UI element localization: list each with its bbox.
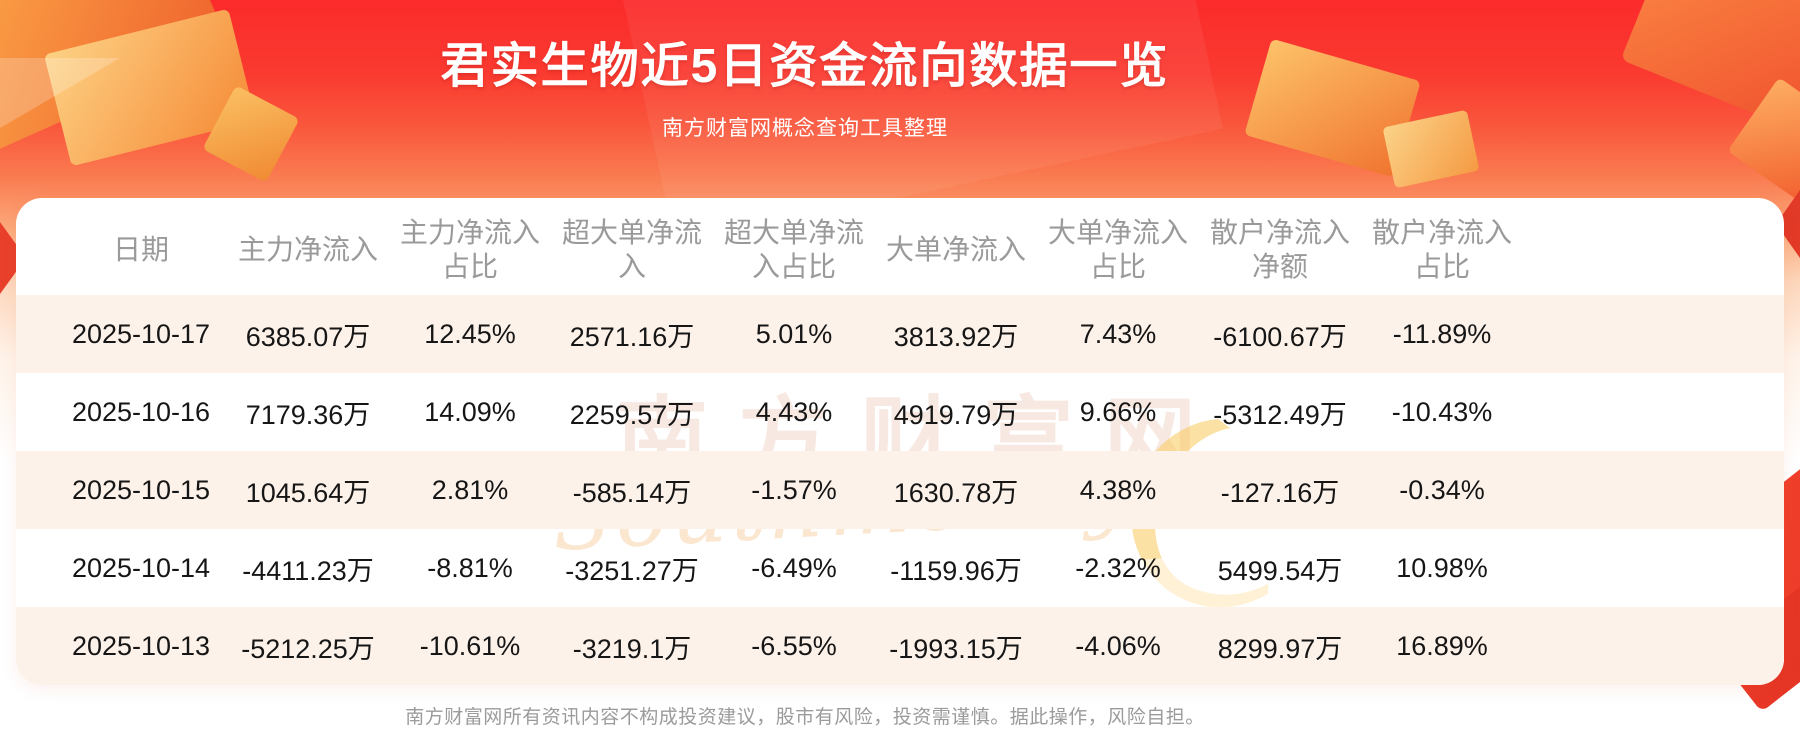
date-cell: 2025-10-14 [71,552,211,583]
table-cell: 3813.92万 [893,321,1019,352]
table-cell: 7.43% [1079,318,1157,349]
column-header: 散户净流入 占比 [1361,216,1523,284]
table-cell: 8299.97万 [1217,633,1343,664]
table-cell: -3219.1万 [572,633,692,664]
table-cell: 2571.16万 [569,321,695,352]
table-cell: -1159.96万 [890,555,1022,586]
table-cell: -0.34% [1399,474,1485,505]
table-cell: 5499.54万 [1217,555,1343,586]
column-header-line: 大单净流入 [1047,216,1188,248]
table-row: 2025-10-16 7179.36万 14.09% 2259.57万 4.43% 491… [16,373,1784,451]
column-header-line: 散户净流入 [1209,216,1350,248]
table-cell: 9.66% [1079,396,1157,427]
table-cell: -10.61% [419,630,521,661]
column-header: 超大单净流 入占比 [713,216,875,284]
table-cell: -127.16万 [1220,477,1340,508]
column-header-line: 主力净流入 [399,216,540,248]
column-header-line: 净额 [1251,250,1308,282]
footer-disclaimer: 南方财富网所有资讯内容不构成投资建议，股市有风险，投资需谨慎。据此操作，风险自担… [405,707,1205,728]
table-cell: -5312.49万 [1213,399,1347,430]
column-header: 日期 [55,233,227,267]
table-cell: -1.57% [751,474,837,505]
table-cell: 4.43% [755,396,833,427]
date-cell: 2025-10-17 [71,318,211,349]
table-cell: 2259.57万 [569,399,695,430]
column-header-line: 散户净流入 [1371,216,1512,248]
column-header-line: 超大单净流 [561,216,702,248]
column-header: 散户净流入 净额 [1199,216,1361,284]
column-header: 大单净流入 [875,233,1037,267]
table-cell: -4411.23万 [242,555,374,586]
table-cell: 2.81% [431,474,509,505]
table-cell: -6100.67万 [1213,321,1347,352]
column-header-line: 占比 [441,250,498,282]
fund-flow-table-card: 南方财富网 Southmoney.com 日期主力净流入主力净流入占比超大单净流… [16,198,1784,685]
decor-far-right-ingot [1727,77,1800,203]
table-row: 2025-10-13 -5212.25万 -10.61% -3219.1万 -6.55%… [16,607,1784,685]
table-row: 2025-10-17 6385.07万 12.45% 2571.16万 5.01% 381… [16,295,1784,373]
table-cell: 14.09% [424,396,516,427]
table-cell: 1045.64万 [245,477,371,508]
table-cell: 5.01% [755,318,833,349]
table-cell: 4.38% [1079,474,1157,505]
column-header-line: 大单净流入 [885,233,1026,265]
table-cell: -11.89% [1392,318,1492,349]
table-body: 2025-10-17 6385.07万 12.45% 2571.16万 5.01% 381… [16,295,1784,685]
table-row: 2025-10-14 -4411.23万 -8.81% -3251.27万 -6.49%… [16,529,1784,607]
table-cell: -5212.25万 [241,633,375,664]
table-cell: 4919.79万 [893,399,1019,430]
column-header-line: 超大单净流 [723,216,864,248]
table-cell: -2.32% [1075,552,1161,583]
table-cell: -10.43% [1391,396,1493,427]
table-cell: -3251.27万 [565,555,699,586]
table-cell: 12.45% [424,318,516,349]
column-header-line: 入占比 [751,250,836,282]
column-header-line: 占比 [1413,250,1470,282]
table-row: 2025-10-15 1045.64万 2.81% -585.14万 -1.57% 163… [16,451,1784,529]
table-cell: 16.89% [1396,630,1488,661]
date-cell: 2025-10-15 [71,474,211,505]
table-cell: -1993.15万 [889,633,1023,664]
column-header-line: 主力净流入 [237,233,378,265]
date-cell: 2025-10-13 [71,630,211,661]
date-cell: 2025-10-16 [71,396,211,427]
table-cell: -6.55% [751,630,837,661]
table-cell: 1630.78万 [893,477,1019,508]
table-cell: -6.49% [751,552,837,583]
column-header: 大单净流入 占比 [1037,216,1199,284]
column-header-line: 占比 [1089,250,1146,282]
column-header-line: 入 [617,250,646,282]
column-header: 主力净流入 [227,233,389,267]
table-cell: -4.06% [1075,630,1161,661]
table-cell: 7179.36万 [245,399,371,430]
table-cell: -585.14万 [572,477,692,508]
table-cell: 10.98% [1396,552,1488,583]
decor-far-right-envelope [1620,0,1800,150]
table-cell: -8.81% [427,552,513,583]
page-subtitle: 南方财富网概念查询工具整理 [662,117,948,140]
table-cell: 6385.07万 [245,321,371,352]
column-header: 超大单净流入 [551,216,713,284]
table-header-row: 日期 主力净流入 主力净流入 占比 超大单净流入超大单净流 入占比 大单净流入 大单净流入 占比… [16,198,1784,295]
page-title: 君实生物近5日资金流向数据一览 [440,40,1170,93]
column-header-line: 日期 [112,233,169,265]
column-header: 主力净流入 占比 [389,216,551,284]
